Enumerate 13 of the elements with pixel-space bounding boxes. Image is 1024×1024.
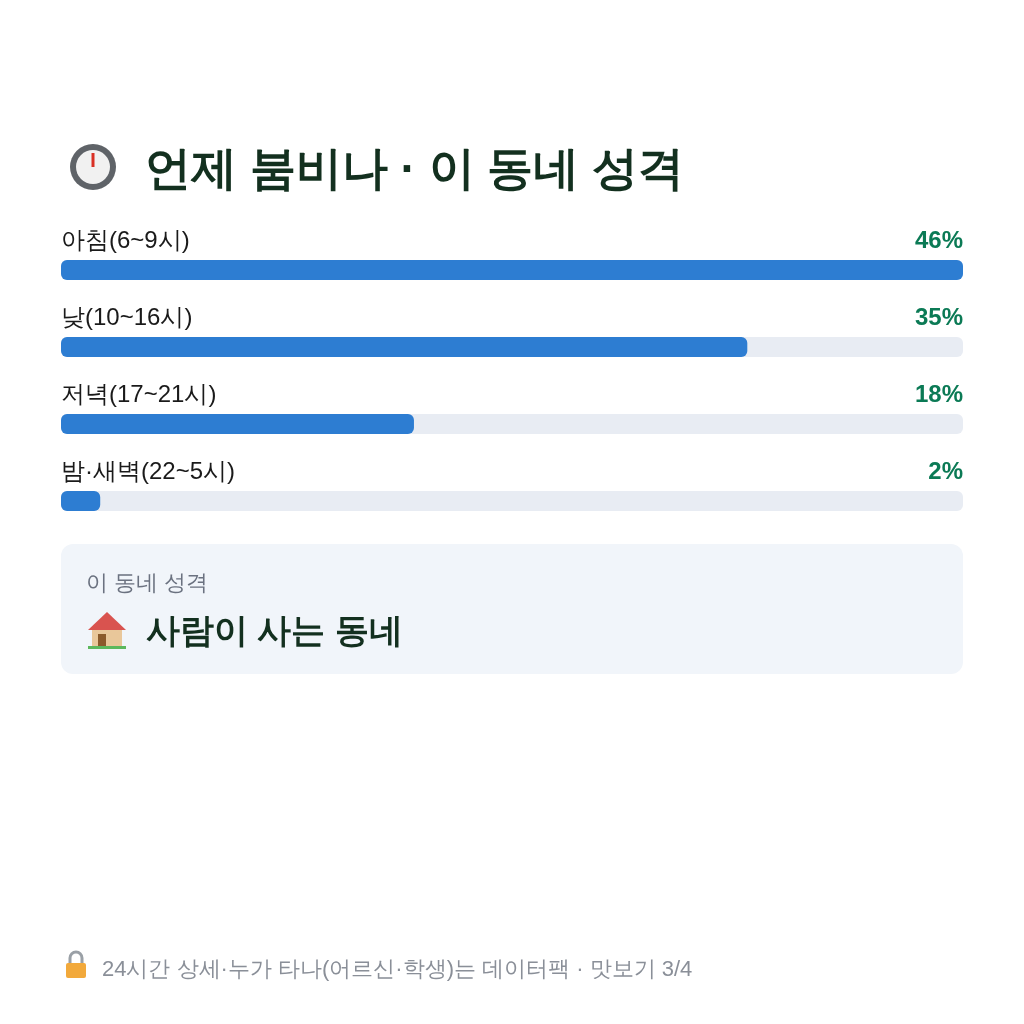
data-label: 2% [928,457,963,484]
chart-title: 언제 붐비나 · 이 동네 성격 [145,142,685,194]
y-tick-label: 밤·새벽(22~5시) [61,457,236,484]
data-label: 18% [914,380,963,407]
y-tick-label: 낮(10~16시) [61,303,193,330]
text: 사람이 사는 동네 [146,611,403,649]
data-label: 46% [914,226,963,253]
y-tick-label: 저녁(17~21시) [61,380,217,407]
text: 24시간 상세·누가 타나(어르신·학생)는 데이터팩 · 맛보기 3/4 [102,956,693,981]
text: 이 동네 성격 [86,570,209,595]
y-tick-label: 아침(6~9시) [61,226,190,253]
bar [61,491,101,511]
data-label: 35% [914,303,963,330]
